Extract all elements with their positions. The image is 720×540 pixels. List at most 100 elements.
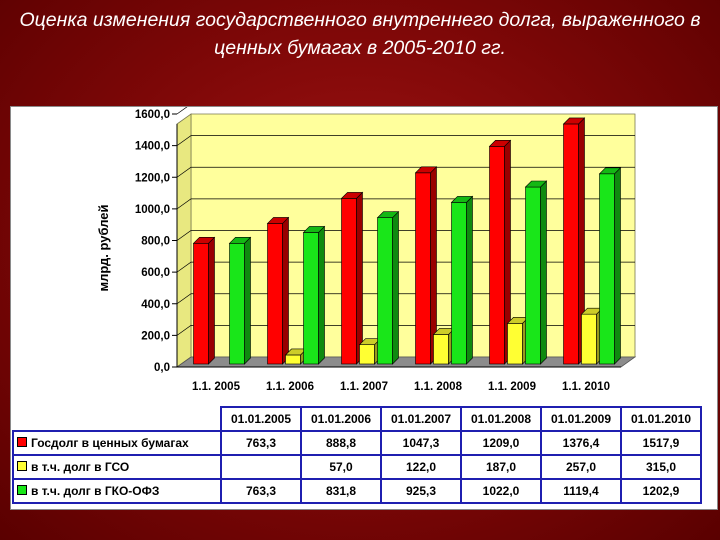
slide-title: Оценка изменения государственного внутре… (19, 9, 701, 59)
table-cell: 1022,0 (460, 478, 542, 504)
bar-total-5 (562, 117, 586, 365)
table-cell: 1202,9 (620, 478, 702, 504)
y-tick-labels: 0,0 200,0 400,0 600,0 800,0 1000,0 1200,0 1400,… (135, 109, 170, 374)
bar-gso-2 (358, 337, 382, 365)
bar-side (318, 225, 325, 365)
bar-gko-ofz-3 (450, 195, 474, 365)
gridline (176, 166, 635, 178)
bar-side (614, 167, 621, 365)
y-tick-label: 400,0 (141, 299, 170, 311)
bar-front (451, 202, 467, 365)
bar-top (192, 237, 216, 244)
table-cell: 1517,9 (620, 430, 702, 456)
table-row-label: Госдолг в ценных бумагах (12, 430, 222, 456)
bar-front (193, 243, 209, 365)
y-tick-label: 1000,0 (135, 204, 170, 216)
table-row: в т.ч. долг в ГСО 57,0 122,0 187,0 257,0 315,… (12, 454, 702, 480)
bar-front (229, 243, 245, 365)
bar-front (359, 344, 375, 365)
gridline (176, 325, 635, 336)
table-header-row: 01.01.2005 01.01.2006 01.01.2007 01.01.2008… (13, 406, 702, 432)
plot-side-wall (176, 113, 192, 368)
gridline (176, 198, 635, 210)
bar-top (450, 196, 474, 203)
table-cell: 925,3 (380, 478, 462, 504)
table-cell: 763,3 (220, 478, 302, 504)
bar-top (340, 192, 364, 199)
x-tick-label: 1.1. 2008 (414, 381, 463, 393)
bar-gko-ofz-0 (228, 236, 252, 365)
bar-side (244, 236, 251, 365)
bar-front (507, 323, 523, 365)
bar-total-3 (414, 166, 438, 365)
table-row-label: в т.ч. долг в ГСО (12, 454, 222, 480)
y-tick-label: 200,0 (141, 330, 170, 342)
bar-total-4 (488, 139, 512, 365)
bar-top (302, 226, 326, 233)
table-cell: 888,8 (300, 430, 382, 456)
gridline (176, 135, 635, 146)
table-corner (13, 407, 221, 431)
bar-side (466, 195, 473, 365)
y-tick-label: 1400,0 (135, 141, 170, 153)
data-table-body: 01.01.2005 01.01.2006 01.01.2007 01.01.2008… (12, 406, 702, 504)
bar-total-0 (192, 236, 216, 365)
bar-top (562, 117, 586, 125)
y-tick-label: 600,0 (141, 267, 170, 279)
legend-swatch (17, 485, 27, 495)
table-cell: 57,0 (300, 454, 382, 480)
bar-front (489, 146, 505, 365)
legend-swatch (17, 437, 27, 447)
gridline (176, 107, 188, 115)
bar-front (415, 172, 431, 365)
x-tick-label: 1.1. 2006 (266, 381, 314, 393)
gridline (176, 230, 635, 241)
bar-chart: 0,0 200,0 400,0 600,0 800,0 1000,0 1200,0 1400,… (96, 107, 637, 393)
table-cell: 831,8 (300, 478, 382, 504)
y-tick-label: 800,0 (141, 236, 170, 248)
table-header-cell: 01.01.2008 (460, 406, 542, 432)
table-row-label: в т.ч. долг в ГКО-ОФЗ (12, 478, 222, 504)
bar-side (208, 236, 215, 365)
y-tick-label: 1200,0 (135, 172, 170, 184)
y-tick-label: 1600,0 (135, 109, 170, 121)
x-tick-label: 1.1. 2007 (340, 381, 388, 393)
bar-gko-ofz-5 (598, 167, 622, 365)
bar-top (524, 180, 548, 188)
table-cell: 315,0 (620, 454, 702, 480)
table-header-cell: 01.01.2005 (220, 406, 302, 432)
bar-gko-ofz-4 (524, 180, 548, 365)
table-header-cell: 01.01.2007 (380, 406, 462, 432)
gridline (176, 261, 635, 273)
bar-front (377, 217, 393, 365)
bar-front (599, 173, 615, 365)
legend-label: в т.ч. долг в ГКО-ОФЗ (31, 484, 160, 498)
bar-top (376, 211, 400, 218)
gridline (176, 293, 635, 305)
bar-front (285, 354, 301, 365)
bar-side (282, 216, 289, 365)
bar-front (525, 186, 541, 365)
table-row: в т.ч. долг в ГКО-ОФЗ 763,3 831,8 925,3 1022… (12, 478, 702, 504)
table-cell: 1209,0 (460, 430, 542, 456)
bar-front (433, 334, 449, 365)
gridlines (172, 107, 635, 368)
y-axis-title: млрд. рублей (96, 205, 111, 292)
bar-side (540, 180, 547, 365)
bar-front (341, 198, 357, 365)
bar-gko-ofz-2 (376, 210, 400, 365)
x-tick-label: 1.1. 2009 (488, 381, 536, 393)
bar-front (303, 232, 319, 365)
table-cell: 257,0 (540, 454, 622, 480)
bar-side (356, 191, 363, 365)
bar-side (392, 210, 399, 365)
table-header-cell: 01.01.2006 (300, 406, 382, 432)
table-cell: 1047,3 (380, 430, 462, 456)
legend-label: Госдолг в ценных бумагах (31, 436, 189, 450)
bar-total-2 (340, 191, 364, 365)
bar-top (488, 140, 512, 147)
table-cell (220, 454, 302, 480)
data-table: 01.01.2005 01.01.2006 01.01.2007 01.01.2008… (12, 406, 702, 504)
legend-label: в т.ч. долг в ГСО (31, 460, 130, 474)
bar-front (267, 223, 283, 365)
